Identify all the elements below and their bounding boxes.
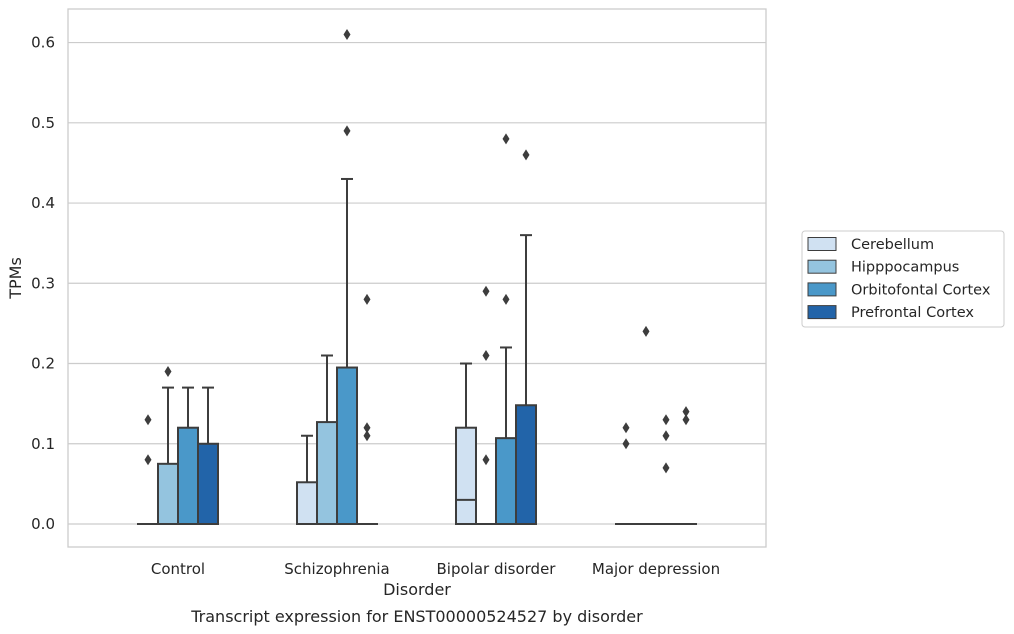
outlier-2-1-1	[343, 29, 351, 41]
box-2-1	[336, 29, 358, 526]
legend-items: Cerebellum Hipppocampus Orbitofontal Corte…	[807, 237, 991, 321]
box-body-0-1	[296, 481, 318, 526]
outlier-2-3-0	[662, 462, 670, 474]
legend-label-0: Cerebellum	[851, 237, 934, 253]
box-body-1-0	[157, 462, 179, 526]
box-body-2-0	[177, 426, 199, 526]
outlier-0-3-0	[622, 438, 630, 450]
outlier-1-2-2	[482, 285, 490, 297]
legend-label-1: Hipppocampus	[851, 260, 959, 276]
plot-frame	[67, 8, 767, 548]
legend-swatch-2	[807, 282, 837, 297]
y-tick-label-4: 0.4	[31, 194, 55, 212]
box-body-3-0	[197, 442, 219, 526]
box-1-1	[316, 354, 338, 526]
outlier-3-2-0	[522, 149, 530, 161]
outlier-1-2-0	[482, 454, 490, 466]
legend: Cerebellum Hipppocampus Orbitofontal Corte…	[801, 230, 1005, 328]
y-tick-label-3: 0.3	[31, 274, 55, 292]
box-body-3-2	[515, 404, 537, 526]
box-1-0	[157, 366, 179, 526]
box-body-2-1	[336, 366, 358, 526]
box-1-3	[635, 325, 657, 526]
box-3-3	[675, 406, 697, 526]
box-0-3	[615, 422, 637, 526]
outlier-0-0-1	[144, 414, 152, 426]
box-1-2	[475, 285, 497, 526]
outlier-3-1-1	[363, 422, 371, 434]
box-2-2	[495, 133, 517, 525]
x-tick-label-1: Schizophrenia	[284, 560, 389, 578]
outlier-3-1-2	[363, 293, 371, 305]
box-2-3	[655, 414, 677, 526]
y-tick-label-5: 0.5	[31, 114, 55, 132]
grid-layer	[68, 41, 766, 525]
x-tick-labels: Control Schizophrenia Bipolar disorder Majo…	[151, 560, 720, 578]
legend-swatch-0	[807, 237, 837, 251]
box-3-0	[197, 386, 219, 526]
y-tick-label-2: 0.2	[31, 355, 55, 373]
x-axis-label: Disorder	[383, 580, 451, 599]
outlier-2-2-1	[502, 133, 510, 145]
box-2-0	[177, 386, 199, 526]
legend-label-2: Orbitofontal Cortex	[851, 282, 991, 298]
outlier-3-1-0	[363, 430, 371, 442]
outlier-2-2-0	[502, 293, 510, 305]
box-body-1-1	[316, 421, 338, 526]
box-body-2-2	[495, 437, 517, 525]
box-layer	[137, 29, 697, 526]
box-3-2	[515, 149, 537, 526]
outlier-0-3-1	[622, 422, 630, 434]
outlier-1-0-0	[164, 366, 172, 378]
box-body-0-2	[455, 426, 477, 526]
outlier-2-1-0	[343, 125, 351, 137]
y-tick-labels: 0.0 0.1 0.2 0.3 0.4 0.5 0.6	[31, 34, 55, 533]
outlier-2-3-2	[662, 414, 670, 426]
x-tick-label-2: Bipolar disorder	[437, 560, 557, 578]
y-tick-label-0: 0.0	[31, 515, 55, 533]
outlier-1-2-1	[482, 349, 490, 361]
outlier-2-3-1	[662, 430, 670, 442]
legend-swatch-1	[807, 259, 837, 274]
legend-frame	[801, 230, 1005, 328]
box-0-1	[296, 434, 318, 526]
outlier-1-3-0	[642, 325, 650, 337]
box-0-0	[137, 414, 159, 526]
legend-swatch-3	[807, 305, 837, 320]
box-0-2	[455, 362, 477, 526]
outlier-0-0-0	[144, 454, 152, 466]
x-tick-label-3: Major depression	[592, 560, 720, 578]
y-tick-label-6: 0.6	[31, 34, 55, 52]
y-tick-label-1: 0.1	[31, 435, 55, 453]
chart-caption: Transcript expression for ENST0000052452…	[190, 607, 643, 626]
box-3-1	[356, 293, 378, 526]
legend-label-3: Prefrontal Cortex	[851, 305, 974, 321]
y-axis-label: TPMs	[6, 257, 25, 300]
outlier-3-3-1	[682, 406, 690, 418]
outlier-3-3-0	[682, 414, 690, 426]
x-tick-label-0: Control	[151, 560, 205, 578]
